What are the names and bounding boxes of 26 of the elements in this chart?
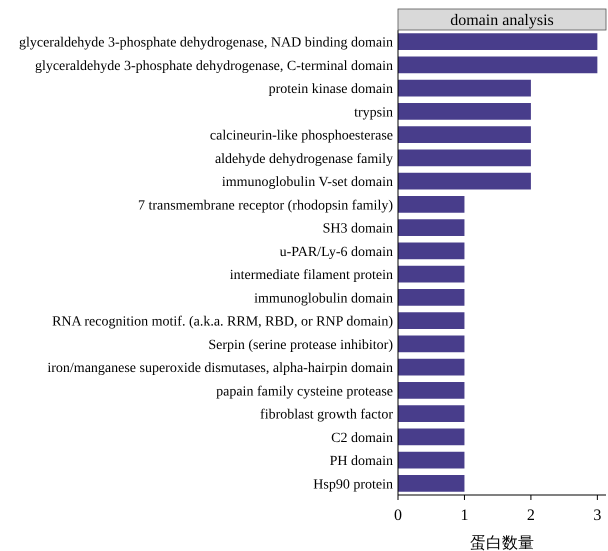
y-tick-label: Serpin (serine protease inhibitor) <box>208 338 394 353</box>
y-tick-label: intermediate filament protein <box>230 268 393 284</box>
y-tick-label: immunoglobulin domain <box>254 291 393 306</box>
y-tick-label: iron/manganese superoxide dismutases, alpha-hairpin domain <box>47 361 393 376</box>
y-tick-label: calcineurin-like phosphoesterase <box>210 128 393 144</box>
x-tick-label: 2 <box>526 507 535 524</box>
y-tick-label: PH domain <box>330 454 393 470</box>
y-tick-label: papain family cysteine protease <box>216 384 393 400</box>
x-axis-title: 蛋白数量 <box>470 533 534 551</box>
y-tick-label: Hsp90 protein <box>313 477 393 492</box>
y-tick-label: trypsin <box>354 105 393 120</box>
y-tick-label: RNA recognition motif. (a.k.a. RRM, RBD, or RNP domain) <box>52 314 394 330</box>
y-tick-label: glyceraldehyde 3-phosphate dehydrogenase, NAD binding domain <box>18 36 393 51</box>
y-tick-label: aldehyde dehydrogenase family <box>214 152 393 167</box>
x-tick-label: 3 <box>593 507 602 524</box>
y-tick-label: immunoglobulin V-set domain <box>222 175 393 190</box>
x-tick-label: 1 <box>460 507 468 524</box>
chart-title: domain analysis <box>450 12 554 29</box>
y-tick-label: fibroblast growth factor <box>260 408 394 423</box>
y-tick-label: C2 domain <box>331 430 393 446</box>
y-tick-label: 7 transmembrane receptor (rhodopsin family) <box>138 198 394 214</box>
y-tick-label: SH3 domain <box>322 222 393 237</box>
y-tick-label: protein kinase domain <box>268 82 393 98</box>
y-tick-label: glyceraldehyde 3-phosphate dehydrogenase, C-terminal domain <box>34 58 393 74</box>
x-tick-label: 0 <box>394 507 402 524</box>
y-tick-label: u-PAR/Ly-6 domain <box>280 244 393 260</box>
